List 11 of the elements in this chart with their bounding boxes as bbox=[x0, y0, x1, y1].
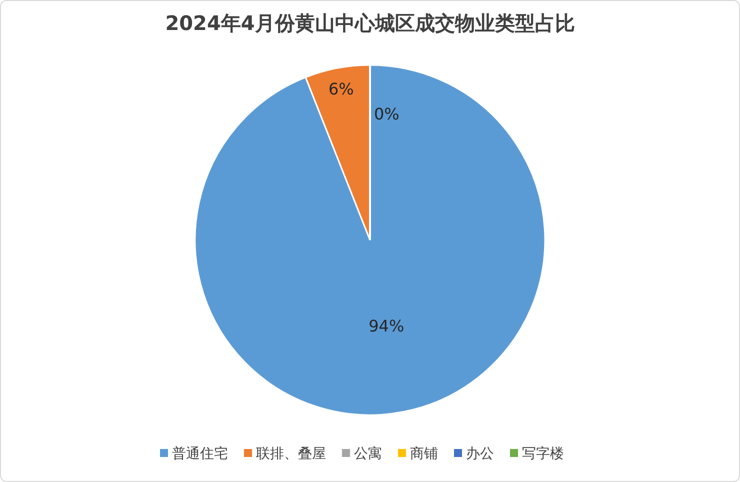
pie-slice bbox=[194, 64, 546, 416]
text: 0% bbox=[374, 104, 400, 124]
data-label: 6% bbox=[328, 79, 354, 98]
legend-label: 公寓 bbox=[354, 446, 382, 462]
chart-title: 2024年4月份黄山中心城区成交物业类型占比 bbox=[165, 11, 575, 35]
legend-label: 普通住宅 bbox=[172, 444, 228, 462]
legend-label: 商铺 bbox=[410, 446, 438, 462]
legend-label: 联排、叠屋 bbox=[256, 446, 326, 462]
legend-label: 办公 bbox=[466, 446, 494, 462]
legend-label: 写字楼 bbox=[522, 446, 564, 462]
data-label: 94% bbox=[368, 316, 404, 336]
